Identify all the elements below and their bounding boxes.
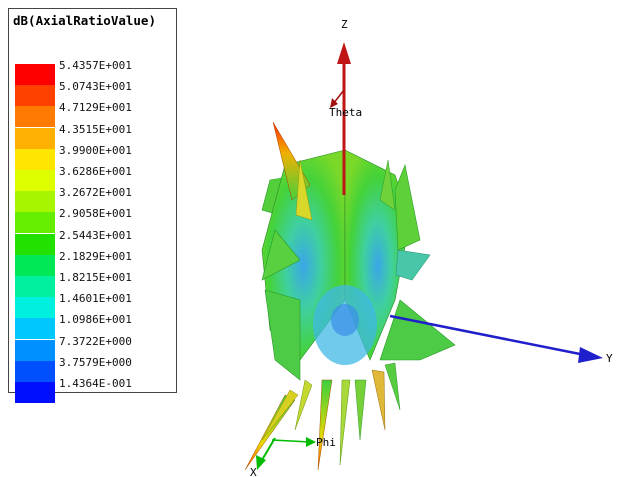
phi-indicator: Phi — [271, 436, 336, 449]
legend-tick-label: 1.0986E+001 — [59, 313, 132, 327]
legend-swatch — [15, 106, 55, 128]
y-axis: Y — [389, 314, 613, 365]
axial-ratio-surface — [244, 121, 456, 471]
legend-swatch — [15, 233, 55, 255]
legend-swatch — [15, 170, 55, 191]
y-axis-label: Y — [606, 352, 613, 365]
x-axis-label: X — [250, 466, 257, 477]
legend-swatch — [15, 212, 55, 234]
theta-label: Theta — [329, 106, 362, 119]
legend-tick-label: 2.9058E+001 — [59, 207, 132, 221]
legend-swatch — [15, 148, 55, 170]
legend-tick-label: 1.4364E-001 — [59, 377, 132, 390]
legend-tick-label: 3.2672E+001 — [59, 186, 132, 200]
legend-swatch — [15, 297, 55, 319]
legend-tick-label: 4.7129E+001 — [59, 101, 132, 115]
legend-tick-label: 3.6286E+001 — [59, 165, 132, 178]
legend-swatch — [15, 64, 55, 85]
legend-tick-label: 1.8215E+001 — [59, 271, 132, 284]
legend-swatch — [15, 85, 55, 107]
legend-swatch — [15, 127, 55, 149]
legend-swatch — [15, 339, 55, 361]
legend-tick-label: 5.0743E+001 — [59, 80, 132, 94]
legend-swatch — [15, 318, 55, 340]
legend-tick-label: 5.4357E+001 — [59, 59, 132, 72]
color-legend: dB(AxialRatioValue) 5.4357E+001 5.0743E+0… — [8, 8, 177, 403]
phi-label: Phi — [316, 436, 336, 449]
legend-tick-label: 7.3722E+000 — [59, 334, 132, 348]
legend-tick-label: 1.4601E+001 — [59, 292, 132, 306]
legend-tick-label: 2.5443E+001 — [59, 228, 132, 242]
legend-tick-label: 2.1829E+001 — [59, 249, 132, 263]
x-axis: X — [250, 437, 276, 477]
legend-tick-label: 4.3515E+001 — [59, 122, 132, 136]
legend-tick-label: 3.7579E+000 — [59, 355, 132, 369]
z-axis: Z — [337, 18, 351, 195]
legend-swatch — [15, 254, 55, 276]
legend-tick-label: 3.9900E+001 — [59, 143, 132, 157]
legend-title: dB(AxialRatioValue) — [13, 13, 156, 28]
legend-swatch — [15, 276, 55, 297]
legend-swatch — [15, 360, 55, 382]
theta-indicator: Theta — [329, 89, 362, 119]
legend-swatch — [15, 191, 55, 213]
z-axis-label: Z — [341, 18, 348, 31]
legend-swatch — [15, 382, 55, 403]
